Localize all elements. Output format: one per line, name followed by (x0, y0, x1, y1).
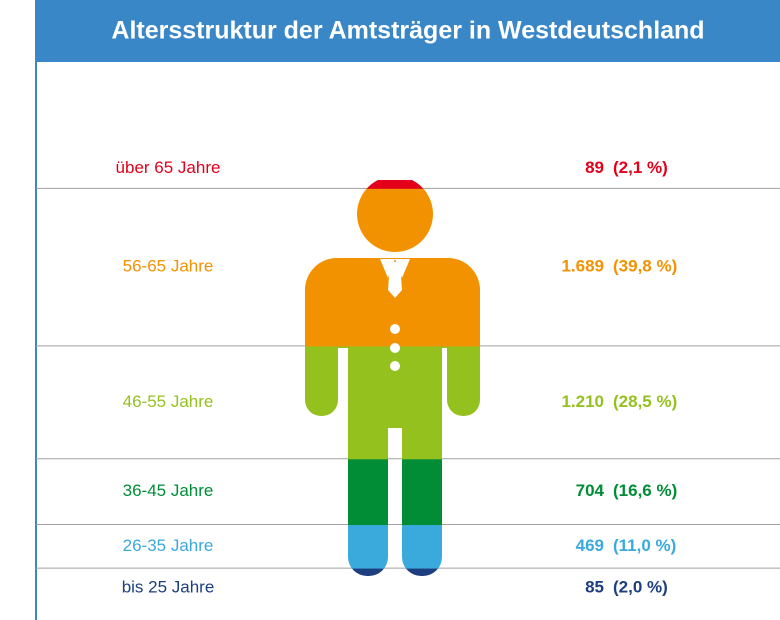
category-label: 46-55 Jahre (123, 392, 214, 411)
value-label: 85 (585, 578, 604, 597)
band (305, 568, 480, 576)
chart-title: Altersstruktur der Amtsträger in Westdeu… (111, 17, 704, 45)
category-label: bis 25 Jahre (122, 578, 215, 597)
share-label: (2,0 %) (613, 578, 668, 597)
share-label: (28,5 %) (613, 392, 677, 411)
value-label: 704 (576, 481, 605, 500)
figure-details (380, 259, 410, 371)
band (305, 180, 480, 189)
share-label: (11,0 %) (613, 536, 676, 555)
value-label: 1.210 (561, 392, 604, 411)
share-label: (39,8 %) (613, 257, 677, 276)
title-banner (35, 0, 780, 62)
value-label: 89 (585, 158, 604, 177)
value-label: 1.689 (561, 257, 604, 276)
value-label: 469 (576, 536, 604, 555)
category-label: über 65 Jahre (116, 158, 221, 177)
share-label: (16,6 %) (613, 481, 677, 500)
category-label: 36-45 Jahre (123, 481, 214, 500)
category-label: 56-65 Jahre (123, 257, 214, 276)
band (305, 458, 480, 526)
category-label: 26-35 Jahre (123, 536, 214, 555)
band (305, 524, 480, 569)
share-label: (2,1 %) (613, 158, 668, 177)
